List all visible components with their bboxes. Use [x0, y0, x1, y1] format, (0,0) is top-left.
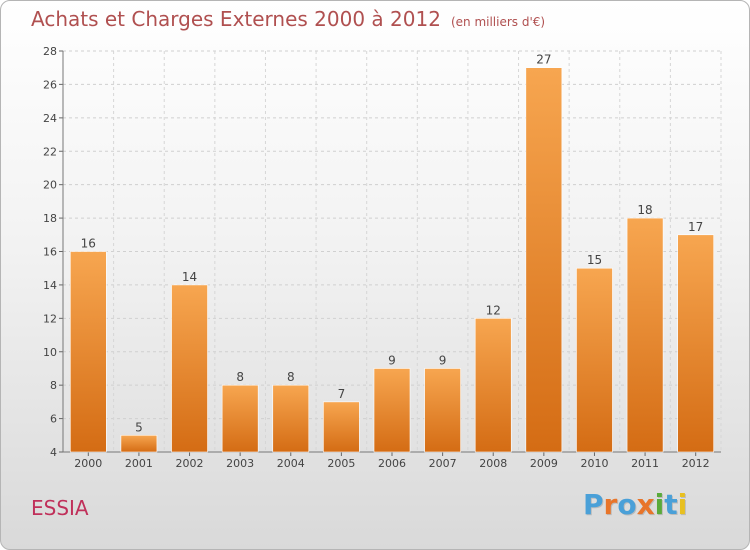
x-tick-label-2004: 2004 — [277, 457, 305, 470]
x-tick-label-2010: 2010 — [580, 457, 608, 470]
bar-2004 — [272, 384, 310, 453]
data-labels: 16 5 14 8 8 7 9 9 12 27 15 18 17 — [81, 53, 704, 435]
bar-2007 — [424, 368, 461, 453]
data-label-2006: 9 — [388, 353, 396, 367]
bar-2011 — [626, 217, 664, 453]
bar-2010 — [576, 267, 613, 453]
bar-2000 — [70, 251, 107, 453]
commune-name: ESSIA — [31, 496, 89, 520]
bars — [70, 67, 714, 453]
y-tick-label: 12 — [43, 312, 57, 325]
data-label-2005: 7 — [338, 387, 346, 401]
logo-letter: i — [677, 488, 688, 521]
data-label-2000: 16 — [81, 237, 96, 251]
bar-2008 — [474, 318, 512, 453]
x-tick-label-2001: 2001 — [125, 457, 153, 470]
bar-2005 — [323, 401, 360, 453]
x-tick-label-2003: 2003 — [226, 457, 254, 470]
y-tick-label: 14 — [43, 279, 57, 292]
bar-2009 — [525, 67, 563, 453]
proxiti-logo: Proxiti — [583, 488, 687, 521]
bar-2001 — [120, 434, 158, 453]
bar-2012 — [677, 234, 714, 453]
chart-unit: (en milliers d'€) — [450, 15, 546, 29]
bar-2003 — [221, 384, 259, 453]
x-tick-label-2008: 2008 — [479, 457, 507, 470]
data-label-2012: 17 — [688, 220, 703, 234]
chart-title: Achats et Charges Externes 2000 à 2012 (e… — [31, 7, 545, 31]
y-tick-label: 4 — [50, 446, 57, 459]
bar-2006 — [373, 368, 411, 453]
bar-2002 — [171, 284, 208, 453]
y-tick-label: 8 — [50, 379, 57, 392]
chart-title-text: Achats et Charges Externes 2000 à 2012 — [31, 7, 441, 31]
logo-letter: t — [664, 488, 678, 521]
x-tick-label-2012: 2012 — [682, 457, 710, 470]
data-label-2010: 15 — [587, 253, 602, 267]
data-label-2003: 8 — [236, 370, 244, 384]
logo-letter: i — [654, 488, 665, 521]
y-tick-label: 6 — [50, 413, 57, 426]
axes: 4 6 8 10 12 14 16 18 20 22 24 26 28 2000 2001 2002 2003 2… — [43, 45, 721, 470]
y-tick-label: 24 — [43, 112, 57, 125]
y-tick-label: 28 — [43, 45, 57, 58]
x-tick-label-2007: 2007 — [429, 457, 457, 470]
data-label-2009: 27 — [536, 53, 551, 67]
data-label-2001: 5 — [135, 420, 143, 434]
data-label-2008: 12 — [486, 303, 501, 317]
x-tick-label-2005: 2005 — [327, 457, 355, 470]
data-label-2011: 18 — [637, 203, 652, 217]
logo-letter: o — [617, 488, 637, 521]
data-label-2004: 8 — [287, 370, 295, 384]
y-tick-label: 26 — [43, 78, 57, 91]
y-tick-label: 10 — [43, 346, 57, 359]
logo-letter: r — [603, 488, 618, 521]
logo-letter: x — [636, 488, 655, 521]
x-tick-label-2006: 2006 — [378, 457, 406, 470]
x-tick-label-2011: 2011 — [631, 457, 659, 470]
logo-letter: P — [583, 488, 604, 521]
x-tick-label-2009: 2009 — [530, 457, 558, 470]
data-label-2007: 9 — [439, 353, 447, 367]
y-tick-label: 16 — [43, 246, 57, 259]
x-tick-label-2002: 2002 — [176, 457, 204, 470]
y-tick-label: 22 — [43, 145, 57, 158]
data-label-2002: 14 — [182, 270, 197, 284]
y-tick-label: 18 — [43, 212, 57, 225]
y-tick-label: 20 — [43, 179, 57, 192]
x-tick-label-2000: 2000 — [74, 457, 102, 470]
